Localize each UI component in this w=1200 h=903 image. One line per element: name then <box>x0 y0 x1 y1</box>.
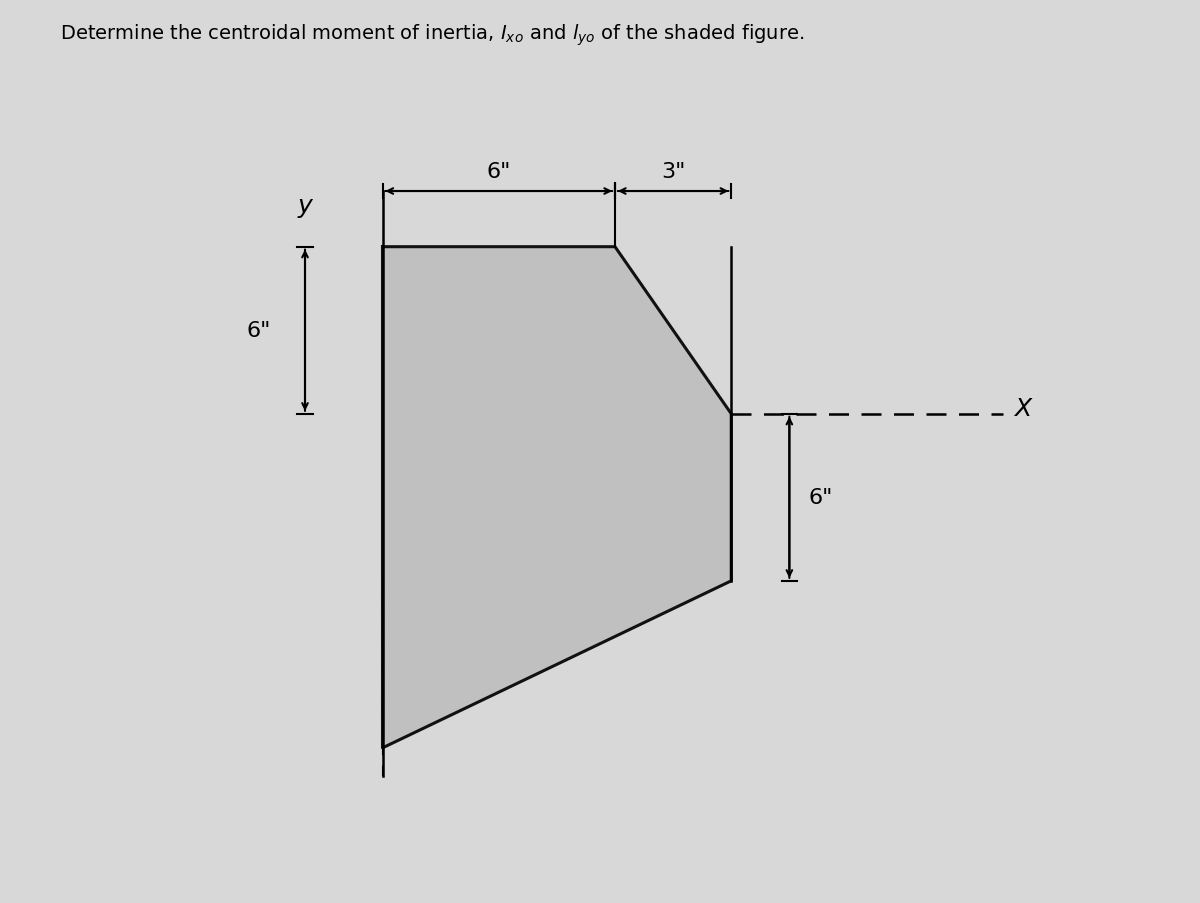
Text: 3": 3" <box>661 162 685 182</box>
Polygon shape <box>383 247 731 748</box>
Text: y: y <box>298 194 312 218</box>
Text: 6": 6" <box>809 488 833 507</box>
Text: X: X <box>1014 396 1031 421</box>
Text: 6": 6" <box>247 321 271 340</box>
Text: 6": 6" <box>486 162 511 182</box>
Text: Determine the centroidal moment of inertia, $\mathit{I}_{xo}$ and $\mathit{l}_{y: Determine the centroidal moment of inert… <box>60 23 804 48</box>
